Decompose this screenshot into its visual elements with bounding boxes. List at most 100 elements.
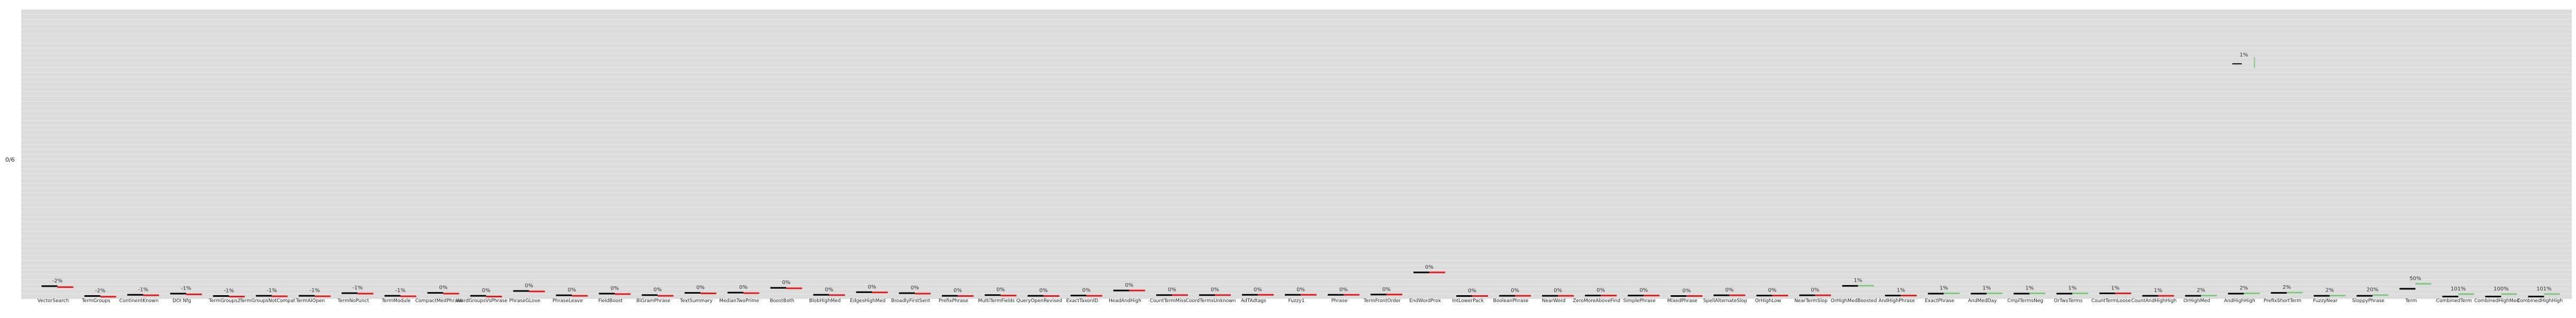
percent-label: 1% [1854, 278, 1862, 284]
percent-label: 101% [2451, 286, 2466, 292]
x-tick-label: OrHighMedBoosted [1831, 298, 1877, 304]
percent-label: 2% [2325, 288, 2334, 294]
percent-label: 0% [568, 287, 576, 293]
x-tick-label: CombinedTerm [2436, 298, 2472, 304]
percent-label: 0% [911, 285, 919, 291]
x-tick-label: AndMedDay [1968, 298, 1997, 304]
x-tick-label: MixedPhrase [1667, 298, 1698, 304]
x-tick-label: MultiTermFields [978, 298, 1015, 304]
percent-label: 0% [525, 283, 533, 289]
x-tick-label: ZeroMoreAboveFind [1573, 298, 1620, 304]
percent-label: 0% [996, 287, 1005, 293]
x-tick-label: TermModule [381, 298, 411, 304]
percent-label: 0% [1511, 288, 1519, 294]
x-axis-ticks: VectorSearch TermGroups ContinentKnown DOI … [38, 298, 2563, 304]
x-tick-label: BroadlyFirstSent [891, 298, 930, 304]
x-tick-label: VectorSearch [38, 298, 69, 304]
x-tick-label: FuzzyNear [2313, 298, 2338, 304]
percent-label: 0% [1039, 288, 1048, 294]
x-tick-label: ExactTaxonID [1066, 298, 1098, 304]
percent-label: 1% [2025, 286, 2034, 292]
x-tick-label: QueryOpenRevised [1017, 298, 1063, 304]
percent-label: 0% [954, 288, 962, 294]
percent-label: 0% [1768, 288, 1776, 294]
percent-label: 0% [1082, 288, 1091, 294]
percent-label: 0% [825, 287, 833, 293]
percent-label: -1% [352, 285, 362, 291]
x-tick-label: PrefixPhrase [939, 298, 968, 304]
x-tick-label: BiGramPhrase [637, 298, 671, 304]
x-tick-label: SpellAlternateSlop [1703, 298, 1747, 304]
percent-label: 0% [1211, 287, 1219, 293]
x-tick-label: AndHighPhrase [1879, 298, 1915, 304]
x-tick-label: PrefixShortTerm [2264, 298, 2301, 304]
percent-label: 0% [739, 285, 748, 290]
percent-label: 0% [1296, 287, 1305, 293]
x-tick-label: IntLowerPack [1452, 298, 1484, 304]
percent-label: 2% [2239, 286, 2248, 292]
x-tick-label: AndHighHigh [2224, 298, 2255, 304]
percent-label: -2% [52, 278, 62, 284]
percent-label: 0% [1468, 288, 1476, 294]
percent-label: 0% [1554, 288, 1562, 294]
percent-label: 0% [1254, 287, 1262, 293]
percent-label: 2% [2197, 288, 2205, 294]
percent-label: 0% [1597, 288, 1605, 294]
x-tick-label: CombinedHighHigh [2517, 298, 2563, 304]
percent-label: -1% [224, 288, 234, 294]
x-tick-label: TermGroupsNotCompat [239, 298, 295, 304]
percent-label: 0% [1811, 287, 1819, 293]
x-tick-label: CountTermLoose [2091, 298, 2131, 304]
x-tick-label: MedianTwoPrime [719, 298, 759, 304]
x-tick-label: TermAIOpen [295, 298, 325, 304]
percent-label: -1% [267, 288, 277, 294]
x-tick-label: FieldBoost [598, 298, 623, 304]
percent-label: 0% [1425, 264, 1434, 270]
percent-label: -1% [395, 288, 405, 294]
percent-label: 0% [1339, 287, 1348, 293]
percent-label: 0% [1639, 288, 1648, 294]
x-tick-label: TermGroups2 [208, 298, 241, 304]
x-tick-label: BoostBoth [770, 298, 794, 304]
x-tick-label: CmplTermsNeg [2007, 298, 2043, 304]
x-tick-label: PhraseGLove [509, 298, 540, 304]
x-tick-label: PhraseLeave [552, 298, 583, 304]
percent-label: 0% [1168, 287, 1176, 293]
x-tick-label: Phrase [1331, 298, 1348, 304]
percent-label: 0% [868, 284, 876, 290]
y-axis-label: 0/6 [5, 156, 15, 163]
percent-label: 1% [1982, 286, 1991, 292]
percent-label: 1% [2154, 288, 2162, 294]
x-tick-label: DOI Nfg [173, 298, 191, 304]
x-tick-label: CountAndHighHigh [2131, 298, 2177, 304]
percent-label: 0% [782, 280, 791, 286]
percent-label: -2% [95, 288, 105, 294]
x-tick-label: EndWordProx [1409, 298, 1441, 304]
percent-label: 0% [611, 286, 619, 292]
x-tick-label: EdgesHighMed [850, 298, 885, 304]
x-tick-label: SloppyPhrase [2352, 298, 2385, 304]
x-tick-label: CompactMedPhrase [415, 298, 463, 304]
x-tick-label: BooleanPhrase [1493, 298, 1529, 304]
x-tick-label: OrHighMed [2183, 298, 2210, 304]
x-tick-label: CountTermMiss [1150, 298, 1186, 304]
percent-label: -1% [181, 286, 191, 292]
x-tick-label: OrHighLow [1755, 298, 1781, 304]
x-tick-label: CoordTermsUnknown [1186, 298, 1236, 304]
percent-label: -1% [310, 288, 320, 294]
x-tick-label: BlobHighMed [809, 298, 841, 304]
percent-label: 2% [2282, 285, 2291, 290]
x-tick-label: NearTermSlop [1794, 298, 1828, 304]
x-tick-label: TermGroups [81, 298, 111, 304]
percent-label: 0% [482, 288, 491, 294]
x-tick-label: TextSummary [679, 298, 713, 304]
x-tick-label: OrTwoTerms [2054, 298, 2082, 304]
percent-label: 0% [1382, 287, 1391, 293]
outlier-percent-label: 1% [2239, 52, 2248, 58]
x-tick-label: CombinedHighMed [2474, 298, 2519, 304]
percent-label: 0% [1725, 287, 1734, 293]
x-tick-label: Term [2405, 298, 2417, 304]
percent-label: 0% [1125, 282, 1133, 288]
x-tick-label: NearWord [1542, 298, 1566, 304]
